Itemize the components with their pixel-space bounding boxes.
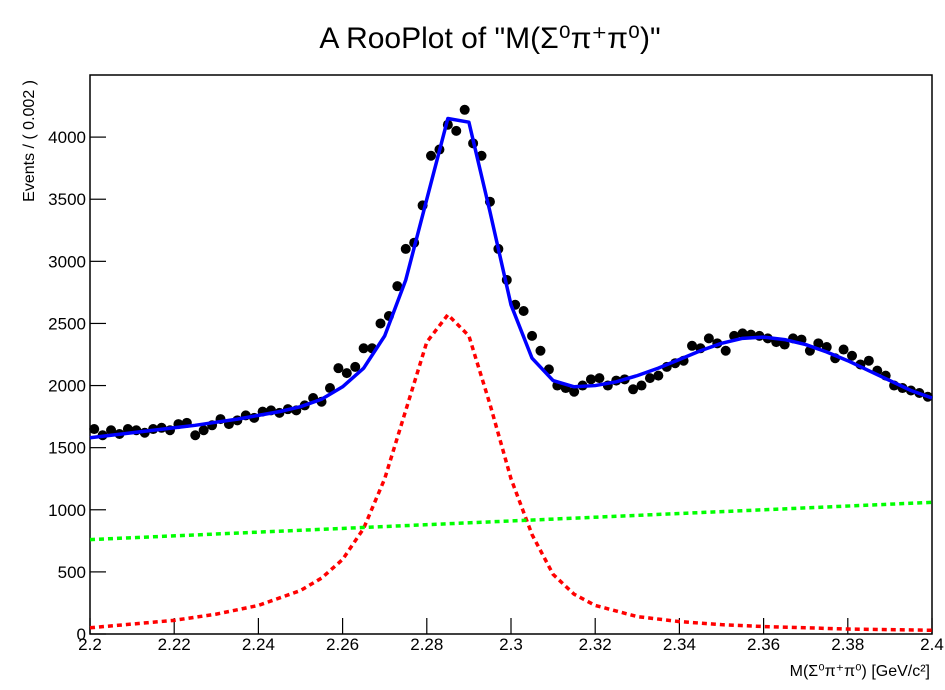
y-tick-label: 4000 [48, 128, 86, 147]
data-point [779, 339, 790, 350]
data-point [350, 361, 361, 372]
data-point [400, 243, 411, 254]
data-point [89, 424, 100, 435]
data-point [451, 125, 462, 136]
x-tick-label: 2.32 [579, 635, 612, 654]
data-point [653, 370, 664, 381]
data-point [535, 345, 546, 356]
x-tick-label: 2.4 [920, 635, 944, 654]
data-point [813, 338, 824, 349]
data-point [687, 340, 698, 351]
data-point [106, 425, 117, 436]
data-point [585, 374, 596, 385]
data-point [863, 355, 874, 366]
data-point [838, 344, 849, 355]
data-point [358, 343, 369, 354]
data-point [644, 373, 655, 384]
data-point [324, 383, 335, 394]
x-tick-label: 2.36 [747, 635, 780, 654]
data-point [341, 368, 352, 379]
data-point [720, 345, 731, 356]
y-tick-label: 0 [77, 625, 86, 644]
y-tick-label: 3500 [48, 190, 86, 209]
y-tick-label: 3000 [48, 252, 86, 271]
data-point [527, 330, 538, 341]
data-point [190, 430, 201, 441]
data-point [518, 306, 529, 317]
x-tick-label: 2.34 [663, 635, 696, 654]
x-tick-label: 2.28 [410, 635, 443, 654]
data-point [594, 373, 605, 384]
curve [89, 500, 933, 542]
data-point [459, 104, 470, 115]
data-point [392, 281, 403, 292]
data-point [426, 150, 437, 161]
y-tick-label: 2000 [48, 377, 86, 396]
data-point [333, 363, 344, 374]
data-point [628, 384, 639, 395]
x-tick-label: 2.26 [326, 635, 359, 654]
data-point [847, 350, 858, 361]
data-point [703, 333, 714, 344]
chart-title: A RooPlot of "M(Σ⁰π⁺π⁰)" [319, 22, 660, 55]
data-point [737, 328, 748, 339]
y-tick-label: 1000 [48, 501, 86, 520]
y-tick-label: 2500 [48, 314, 86, 333]
y-axis-label: Events / ( 0.002 ) [21, 80, 38, 202]
x-axis-label: M(Σ⁰π⁺π⁰) [GeV/c²] [790, 663, 930, 680]
y-tick-label: 1500 [48, 439, 86, 458]
data-point [198, 425, 209, 436]
x-tick-label: 2.22 [158, 635, 191, 654]
x-tick-label: 2.3 [499, 635, 523, 654]
curve [89, 116, 933, 440]
x-tick-label: 2.24 [242, 635, 275, 654]
data-point [569, 386, 580, 397]
curve [89, 313, 933, 633]
data-point [375, 318, 386, 329]
y-tick-label: 500 [58, 563, 86, 582]
x-tick-label: 2.2 [78, 635, 102, 654]
data-point [636, 380, 647, 391]
x-tick-label: 2.38 [831, 635, 864, 654]
